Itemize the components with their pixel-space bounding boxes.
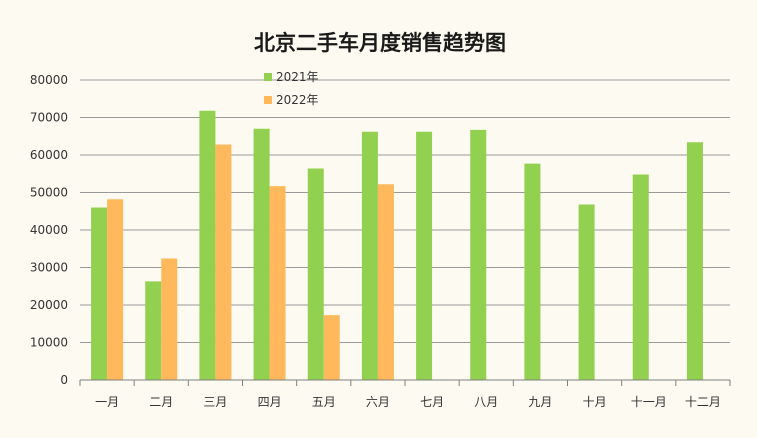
y-tick-label: 20000 bbox=[30, 298, 68, 312]
x-tick-label: 十二月 bbox=[685, 395, 721, 409]
x-axis-ticks: 一月 二月 三月 四月 五月 六月 七月 八月 九月 十月 十一月 十二月 bbox=[95, 395, 721, 409]
bar-2021 bbox=[686, 142, 703, 380]
bar-2021 bbox=[578, 204, 595, 380]
bar-2022 bbox=[107, 199, 124, 380]
y-tick-label: 40000 bbox=[30, 223, 68, 237]
x-tick-label: 二月 bbox=[149, 395, 173, 409]
x-tick-label: 十一月 bbox=[631, 395, 667, 409]
bar-2021 bbox=[253, 128, 270, 380]
bar-2021 bbox=[145, 281, 162, 380]
x-tick-label: 四月 bbox=[258, 395, 282, 409]
y-tick-label: 80000 bbox=[30, 73, 68, 87]
y-tick-label: 60000 bbox=[30, 148, 68, 162]
x-tick-label: 六月 bbox=[366, 395, 390, 409]
bar-2022 bbox=[323, 315, 340, 380]
legend: 2021年 2022年 bbox=[264, 70, 319, 107]
chart-title: 北京二手车月度销售趋势图 bbox=[254, 31, 506, 55]
x-tick-label: 八月 bbox=[474, 395, 498, 409]
bar-2022 bbox=[161, 258, 178, 380]
bar-2021 bbox=[632, 174, 649, 380]
y-tick-label: 10000 bbox=[30, 336, 68, 350]
bar-2021 bbox=[91, 207, 108, 380]
x-tick-label: 九月 bbox=[528, 395, 552, 409]
x-axis bbox=[79, 379, 731, 386]
y-tick-label: 70000 bbox=[30, 111, 68, 125]
bar-2021 bbox=[416, 131, 433, 380]
bar-2022 bbox=[377, 184, 394, 380]
bar-2021 bbox=[199, 110, 216, 380]
legend-swatch-2022 bbox=[264, 96, 272, 104]
x-tick-label: 十月 bbox=[583, 395, 607, 409]
y-tick-label: 30000 bbox=[30, 261, 68, 275]
y-axis-ticks: 0 10000 20000 30000 40000 50000 60000 70000 8000… bbox=[30, 73, 68, 387]
legend-label: 2021年 bbox=[276, 70, 319, 84]
x-tick-label: 三月 bbox=[203, 395, 227, 409]
x-tick-label: 五月 bbox=[312, 395, 336, 409]
x-tick-label: 七月 bbox=[420, 395, 444, 409]
gridlines bbox=[80, 79, 730, 343]
bar-2021 bbox=[361, 131, 378, 380]
bar-2021 bbox=[307, 168, 324, 380]
bar-2022 bbox=[215, 144, 232, 380]
y-tick-label: 0 bbox=[60, 373, 68, 387]
legend-label: 2022年 bbox=[276, 93, 319, 107]
bar-2021 bbox=[524, 163, 541, 380]
legend-swatch-2021 bbox=[264, 73, 272, 81]
bar-2022 bbox=[269, 186, 286, 380]
bars bbox=[91, 110, 703, 380]
bar-2021 bbox=[470, 129, 487, 380]
x-tick-label: 一月 bbox=[95, 395, 119, 409]
y-tick-label: 50000 bbox=[30, 186, 68, 200]
